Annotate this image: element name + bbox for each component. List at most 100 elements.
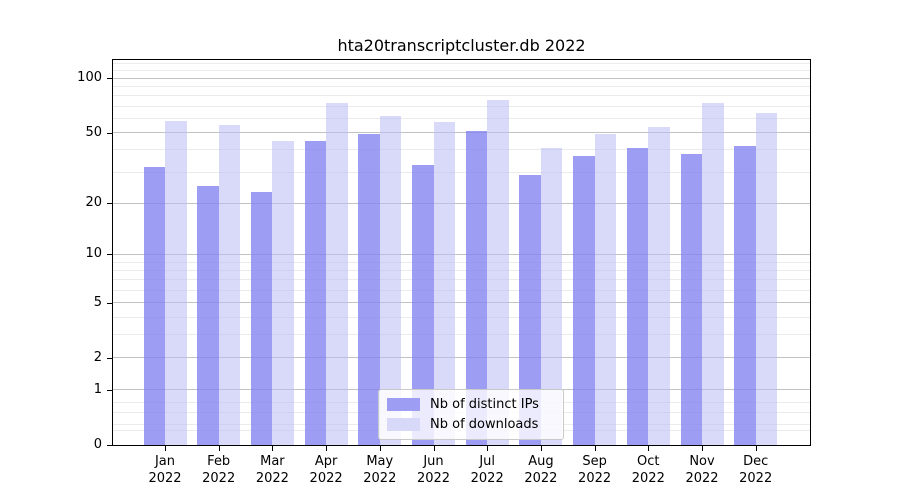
major-gridline-5 [113,302,810,304]
x-tick-month-jan: Jan [154,454,176,469]
plot-area [112,59,811,446]
x-tick-month-mar: Mar [260,454,285,469]
y-tick-label-0: 0 [93,437,102,452]
x-tick-label-feb: Feb 2022 [187,453,251,487]
bar-jun-downloads [433,122,455,445]
x-tick-jan [165,446,166,451]
bar-mar-downloads [272,140,294,445]
x-tick-may [379,446,381,451]
minor-gridline-7 [113,279,810,281]
x-tick-label-jan: Jan 2022 [133,453,197,487]
x-tick-year-jun: 2022 [416,471,451,486]
legend-entry-distinct-ips: Nb of distinct IPs [387,396,555,413]
bar-jan-distinct-ips [143,167,165,445]
bar-aug-downloads [540,147,563,445]
x-tick-year-nov: 2022 [685,471,719,486]
y-tick-20 [107,203,113,205]
x-tick-feb [218,446,220,451]
x-tick-year-mar: 2022 [255,471,289,486]
y-tick-label-20: 20 [85,195,102,211]
y-tick-label-2: 2 [93,349,102,365]
y-tick-label-5: 5 [93,294,102,310]
minor-gridline-8 [113,269,810,271]
major-gridline-50 [113,132,810,133]
x-tick-year-jan: 2022 [148,471,182,486]
x-tick-month-may: May [366,454,394,469]
y-tick-2 [107,357,113,359]
x-tick-label-oct: Oct 2022 [616,453,680,487]
legend-swatch-downloads [387,418,420,431]
x-tick-month-apr: Apr [314,454,338,469]
major-gridline-100 [113,77,810,79]
y-tick-label-1: 1 [93,381,102,397]
x-tick-label-apr: Apr 2022 [294,453,358,487]
bar-aug-distinct-ips [519,174,541,445]
x-tick-year-may: 2022 [363,471,397,486]
major-gridline-20 [113,202,810,204]
y-tick-label-50: 50 [85,124,102,140]
bar-sep-distinct-ips [573,155,595,445]
legend-label-downloads: Nb of downloads [430,417,539,432]
x-tick-label-may: May 2022 [348,453,412,487]
minor-gridline-9 [113,261,810,263]
bar-may-downloads [379,115,402,445]
x-tick-label-jul: Jul 2022 [455,453,519,487]
minor-gridline-90 [113,85,810,87]
bar-dec-distinct-ips [734,146,756,445]
minor-gridline-40 [113,149,810,151]
y-tick-100 [107,78,113,80]
x-tick-nov [702,446,703,451]
x-tick-year-oct: 2022 [631,471,665,486]
minor-gridline-30 [113,171,810,173]
y-tick-1 [107,389,113,391]
bar-jan-downloads [165,120,187,445]
x-tick-month-jun: Jun [423,454,444,469]
x-tick-mar [272,446,274,451]
x-tick-month-jul: Jul [479,454,496,469]
bar-jul-downloads [487,99,509,445]
bar-feb-distinct-ips [197,186,219,445]
major-gridline-10 [113,253,810,255]
bar-feb-downloads [218,125,241,445]
minor-gridline-70 [113,105,810,107]
bar-nov-downloads [702,102,724,445]
minor-gridline-110 [113,70,810,72]
x-tick-month-feb: Feb [207,454,231,469]
x-tick-dec [755,446,757,451]
minor-gridline-80 [113,95,810,97]
x-tick-label-jun: Jun 2022 [402,453,466,487]
x-tick-sep [594,446,596,451]
x-tick-jul [487,446,489,451]
x-tick-label-sep: Sep 2022 [563,453,627,487]
legend-label-distinct-ips: Nb of distinct IPs [430,397,539,412]
legend: Nb of distinct IPs Nb of downloads [378,389,564,440]
minor-gridline-3 [113,334,810,336]
bar-jul-distinct-ips [465,130,488,445]
x-tick-apr [326,446,328,451]
bar-apr-downloads [326,102,348,445]
legend-entry-downloads: Nb of downloads [387,416,555,433]
x-tick-month-sep: Sep [582,454,607,469]
x-tick-month-nov: Nov [689,454,715,469]
bar-jun-distinct-ips [412,164,434,445]
x-tick-month-aug: Aug [528,454,554,469]
y-tick-label-10: 10 [85,246,102,262]
y-tick-10 [107,254,113,256]
minor-gridline-4 [113,316,810,318]
bar-mar-distinct-ips [250,192,273,445]
y-tick-5 [107,302,113,304]
y-tick-0 [107,445,113,446]
x-tick-oct [648,446,650,451]
x-tick-month-dec: Dec [743,454,769,469]
x-tick-year-apr: 2022 [309,471,343,486]
bar-nov-distinct-ips [680,153,702,445]
bar-dec-downloads [755,113,778,445]
x-tick-label-dec: Dec 2022 [724,453,788,487]
bar-sep-downloads [594,134,617,445]
y-tick-label-100: 100 [77,70,102,86]
legend-swatch-distinct-ips [387,398,420,411]
x-tick-label-nov: Nov 2022 [670,453,734,487]
bar-may-distinct-ips [358,134,380,445]
minor-gridline-6 [113,289,810,291]
